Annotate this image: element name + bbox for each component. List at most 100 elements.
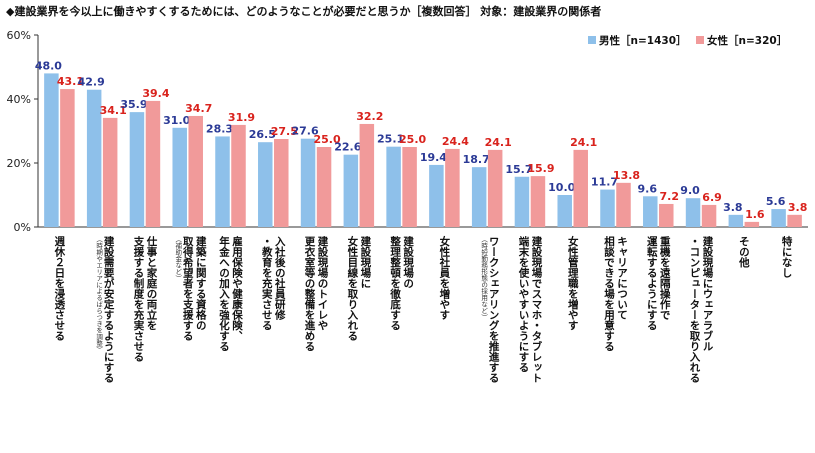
data-label: 9.0 xyxy=(680,184,700,197)
bar-female xyxy=(145,100,161,227)
legend-swatch xyxy=(588,36,596,44)
bar-male xyxy=(386,146,401,227)
data-label: 28.3 xyxy=(206,122,233,135)
data-label: 5.6 xyxy=(766,195,786,208)
bar-male xyxy=(300,138,316,227)
category-label: 入社後の社員研修 xyxy=(274,236,286,321)
data-label: 42.9 xyxy=(78,76,105,89)
legend-swatch xyxy=(696,36,704,44)
data-label: 15.9 xyxy=(527,162,554,175)
bar-female xyxy=(188,115,203,227)
legend-label: 女性［n=320］ xyxy=(707,34,787,47)
category-label: 女性目線を取り入れる xyxy=(346,235,358,341)
bar-male xyxy=(258,142,273,227)
category-label: 建築に関する資格の xyxy=(195,235,207,330)
legend-label: 男性［n=1430］ xyxy=(599,34,687,47)
category-note: （時短勤務形態の採用など） xyxy=(480,236,488,321)
data-label: 31.9 xyxy=(228,111,255,124)
bar-female xyxy=(359,123,375,227)
data-label: 27.5 xyxy=(271,125,298,138)
data-label: 32.2 xyxy=(356,110,383,123)
bar-male xyxy=(728,214,744,227)
category-label: 特になし xyxy=(781,235,793,279)
category-label: ・コンピューターを取り入れる xyxy=(689,236,701,383)
category-label: 建設需要が安定するようにする xyxy=(103,235,115,383)
bar-male xyxy=(429,164,444,227)
bar-female xyxy=(787,214,802,227)
data-label: 26.5 xyxy=(249,128,276,141)
bar-female xyxy=(659,203,674,227)
category-label: 女性社員を増やす xyxy=(438,235,450,320)
category-note: （補助金など） xyxy=(174,236,182,282)
category-label: 建設現場にウェアラブル xyxy=(702,235,714,351)
category-label: その他 xyxy=(738,236,750,268)
bar-male xyxy=(643,196,658,227)
category-label: 雇用保険や健康保険、 xyxy=(231,235,243,341)
data-label: 24.4 xyxy=(442,135,469,148)
category-label: 建設現場でスマホ・タブレット xyxy=(530,235,542,383)
bar-male xyxy=(557,195,572,227)
category-label: 端末を使いやすいようにする xyxy=(517,235,529,372)
data-label: 19.4 xyxy=(420,151,447,164)
data-label: 3.8 xyxy=(788,201,808,214)
data-label: 7.2 xyxy=(660,190,680,203)
data-label: 35.9 xyxy=(120,98,147,111)
data-label: 1.6 xyxy=(745,208,765,221)
category-label: 建設現場のトイレや xyxy=(317,235,329,330)
bar-female xyxy=(744,221,760,227)
category-label: 女性管理職を増やす xyxy=(567,235,579,330)
data-label: 3.8 xyxy=(723,201,743,214)
bar-male xyxy=(600,189,615,227)
data-label: 25.0 xyxy=(399,133,426,146)
category-label: 仕事と家庭の両立を xyxy=(145,235,157,330)
bar-female xyxy=(530,176,546,227)
bar-female xyxy=(701,204,717,227)
data-label: 34.1 xyxy=(100,104,127,117)
category-label: 重機を遠隔操作で xyxy=(659,235,671,321)
y-tick-label: 0% xyxy=(14,221,31,234)
y-tick-label: 20% xyxy=(7,157,31,170)
bar-male xyxy=(771,209,786,227)
data-label: 10.0 xyxy=(548,181,575,194)
bar-female xyxy=(102,117,118,227)
y-tick-label: 40% xyxy=(7,93,31,106)
bar-male xyxy=(471,167,487,227)
data-label: 11.7 xyxy=(591,176,618,189)
bar-male xyxy=(44,73,59,228)
bar-female xyxy=(60,89,75,227)
category-label: キャリアについて xyxy=(616,236,628,320)
bar-male xyxy=(514,176,530,227)
bar-male xyxy=(685,198,701,227)
data-label: 25.1 xyxy=(377,133,404,146)
category-label: 年金への加入を強化する xyxy=(218,235,230,351)
category-label: 週休２日を浸透させる xyxy=(53,236,65,341)
category-label: 相談できる場を用意する xyxy=(603,235,615,351)
chart-title: ◆建設業界を今以上に働きやすくするためには、どのようなことが必要だと思うか［複数… xyxy=(6,5,602,18)
data-label: 24.1 xyxy=(485,136,512,149)
bar-female xyxy=(445,148,460,227)
category-note: （時期やエリアによるばらつきを調整） xyxy=(95,236,103,353)
category-label: 更衣室等の整備を進める xyxy=(304,236,316,352)
bar-female xyxy=(616,182,631,227)
data-label: 22.6 xyxy=(334,141,361,154)
data-label: 13.8 xyxy=(613,169,640,182)
data-label: 31.0 xyxy=(163,114,190,127)
data-label: 15.7 xyxy=(505,163,532,176)
bar-male xyxy=(86,89,102,227)
y-tick-label: 60% xyxy=(7,29,31,42)
bar-female xyxy=(487,149,503,227)
bar-female xyxy=(231,124,246,227)
data-label: 24.1 xyxy=(570,136,597,149)
data-label: 43.1 xyxy=(57,75,84,88)
bar-male xyxy=(343,154,359,227)
bar-male xyxy=(215,136,230,227)
bar-male xyxy=(129,112,145,227)
data-label: 25.0 xyxy=(313,133,340,146)
category-label: 取得希望者を支援する xyxy=(182,236,194,341)
bar-female xyxy=(402,147,417,227)
category-label: 支援する制度を充実させる xyxy=(132,235,144,362)
bar-female xyxy=(274,139,289,227)
category-label: ワークシェアリングを推進する xyxy=(488,236,500,383)
bar-female xyxy=(316,147,332,227)
